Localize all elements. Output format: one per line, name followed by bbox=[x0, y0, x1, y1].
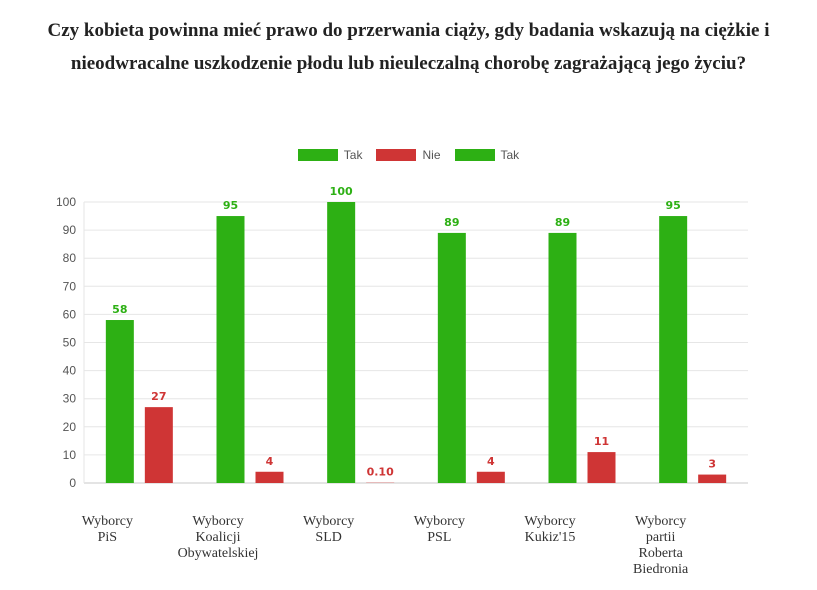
x-category-label-line: PSL bbox=[427, 530, 452, 545]
x-category-label-line: Obywatelskiej bbox=[177, 546, 259, 561]
data-label-tak: 95 bbox=[223, 199, 238, 212]
data-label-tak: 89 bbox=[555, 216, 570, 229]
x-category-label-line: Wyborcy bbox=[413, 514, 465, 529]
y-tick-label: 70 bbox=[63, 279, 77, 293]
legend-swatch-nie bbox=[376, 149, 417, 161]
y-tick-label: 80 bbox=[63, 251, 77, 265]
x-category-label-line: Biedronia bbox=[633, 562, 689, 577]
data-label-tak: 58 bbox=[112, 303, 127, 316]
x-category-label: Wyborcy Koalicji Obywatelskiej bbox=[163, 514, 273, 562]
x-category-label-line: Wyborcy bbox=[524, 514, 576, 529]
data-label-nie: 4 bbox=[487, 455, 495, 468]
y-tick-label: 50 bbox=[63, 336, 77, 350]
y-tick-label: 90 bbox=[63, 223, 77, 237]
data-label-nie: 27 bbox=[151, 390, 166, 403]
bar-nie bbox=[476, 471, 505, 483]
y-tick-label: 30 bbox=[63, 392, 77, 406]
x-category-label: Wyborcy PiS bbox=[52, 514, 162, 546]
y-tick-label: 20 bbox=[63, 420, 77, 434]
x-category-label-line: Wyborcy bbox=[192, 514, 244, 529]
data-label-nie: 11 bbox=[594, 435, 609, 448]
legend-item-tak[interactable]: Tak bbox=[297, 148, 363, 162]
x-category-label-line: Wyborcy bbox=[635, 514, 687, 529]
bar-tak bbox=[327, 202, 356, 483]
legend-label-tak-2: Tak bbox=[500, 148, 520, 162]
x-category-label-line: partii bbox=[645, 530, 676, 545]
legend-item-nie[interactable]: Nie bbox=[376, 148, 441, 162]
x-category-label-line: Kukiz'15 bbox=[524, 530, 576, 545]
legend-label-nie: Nie bbox=[422, 148, 441, 162]
x-category-label-line: Roberta bbox=[638, 546, 683, 561]
y-tick-label: 10 bbox=[63, 448, 77, 462]
data-label-tak: 100 bbox=[330, 185, 353, 198]
legend-swatch-tak-2 bbox=[454, 149, 495, 161]
x-category-label: Wyborcy Kukiz'15 bbox=[495, 514, 605, 546]
bar-nie bbox=[587, 452, 616, 483]
legend: Tak Nie Tak bbox=[0, 146, 817, 164]
x-category-label: Wyborcy PSL bbox=[384, 514, 494, 546]
x-category-label: Wyborcy partii Roberta Biedronia bbox=[606, 514, 716, 578]
x-category-label-line: PiS bbox=[97, 530, 118, 545]
x-category-label-line: Wyborcy bbox=[303, 514, 355, 529]
bar-nie bbox=[255, 471, 284, 483]
bar-tak bbox=[659, 216, 688, 484]
legend-swatch-tak bbox=[297, 149, 338, 161]
legend-label-tak: Tak bbox=[343, 148, 363, 162]
y-tick-label: 0 bbox=[69, 476, 76, 490]
data-label-nie: 3 bbox=[708, 458, 716, 471]
chart-title: Czy kobieta powinna mieć prawo do przerw… bbox=[47, 20, 770, 74]
bar-nie bbox=[144, 407, 173, 483]
y-tick-label: 40 bbox=[63, 364, 77, 378]
bar-tak bbox=[437, 232, 466, 483]
data-label-nie: 4 bbox=[266, 455, 274, 468]
x-category-label: Wyborcy SLD bbox=[274, 514, 384, 546]
bar-tak bbox=[105, 320, 134, 483]
bar-tak bbox=[216, 216, 245, 484]
x-category-label-line: Wyborcy bbox=[81, 514, 133, 529]
x-category-label-line: Koalicji bbox=[195, 530, 241, 545]
data-label-tak: 95 bbox=[666, 199, 681, 212]
y-tick-label: 100 bbox=[56, 195, 76, 209]
bar-nie bbox=[698, 474, 727, 483]
data-label-nie: 0.10 bbox=[367, 466, 394, 479]
data-label-tak: 89 bbox=[444, 216, 459, 229]
x-category-label-line: SLD bbox=[315, 530, 342, 545]
y-tick-label: 60 bbox=[63, 307, 77, 321]
bar-tak bbox=[548, 232, 577, 483]
legend-item-tak-2[interactable]: Tak bbox=[454, 148, 520, 162]
